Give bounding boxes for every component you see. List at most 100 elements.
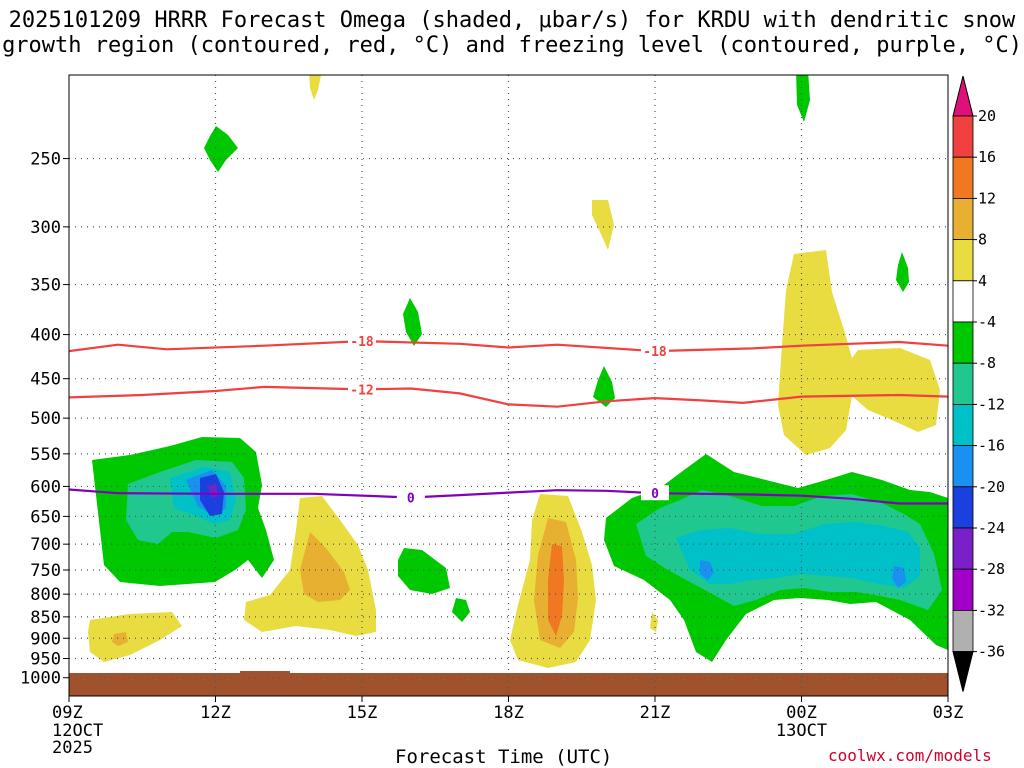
y-tick-label: 750 — [30, 561, 61, 581]
y-tick-label: 250 — [30, 150, 61, 170]
y-tick-label: 850 — [30, 608, 61, 628]
contour-label-bg — [641, 343, 669, 359]
x-tick-label: 21Z — [640, 703, 671, 723]
omega-blob-yellow-lowleft — [88, 612, 182, 662]
ground-surface — [69, 673, 948, 696]
contour-label-dgz_minus18: -18 — [643, 345, 667, 360]
x-tick-date-label: 13OCT — [776, 721, 827, 741]
omega-blob-top-yellow-14z — [309, 75, 321, 100]
omega-blob-green-250 — [204, 126, 238, 172]
y-tick-label: 800 — [30, 585, 61, 605]
contour-label-bg — [348, 381, 376, 397]
colorbar-swatch — [952, 362, 974, 405]
y-tick-label: 650 — [30, 507, 61, 527]
colorbar-swatch — [952, 486, 974, 529]
x-tick-label: 18Z — [493, 703, 524, 723]
omega-blob-orange-lowleft — [112, 632, 128, 646]
colorbar: 20 16 12 8 4 -4 -8 -12 -16 -20 -24 -28 -32 -36 — [952, 75, 1005, 692]
omega-blob-orange-14z — [300, 532, 350, 602]
omega-shading — [69, 75, 948, 696]
colorbar-label: -28 — [978, 560, 1005, 578]
colorbar-swatch — [952, 239, 974, 282]
omega-blob-green-350 — [896, 252, 909, 292]
chart-title: 2025101209 HRRR Forecast Omega (shaded, … — [0, 8, 1024, 58]
colorbar-top-arrow — [952, 75, 974, 117]
colorbar-label: 12 — [978, 189, 996, 207]
contour-line-dgz_minus18 — [68, 339, 949, 353]
colorbar-swatch — [952, 568, 974, 611]
colorbar-swatch — [952, 321, 974, 364]
contour-line-dgz_minus12 — [68, 385, 949, 408]
y-tick-label: 400 — [30, 326, 61, 346]
y-tick-label: 550 — [30, 445, 61, 465]
omega-blob-yellow-upper-00z — [778, 250, 940, 455]
grid — [69, 75, 948, 696]
contour-label-bg — [641, 485, 669, 501]
contour-label-freezing_level_0C: 0 — [407, 491, 415, 506]
contour-label-freezing_level_0C: 0 — [651, 487, 659, 502]
colorbar-label: -24 — [978, 519, 1005, 537]
y-tick-label: 1000 — [20, 669, 61, 689]
colorbar-swatch — [952, 197, 974, 240]
y-tick-label: 900 — [30, 629, 61, 649]
colorbar-swatch — [952, 527, 974, 570]
contour-label-dgz_minus18: -18 — [350, 335, 374, 350]
colorbar-label: -16 — [978, 437, 1005, 455]
contour-label-bg — [348, 333, 376, 349]
x-tick-label: 12Z — [200, 703, 231, 723]
contour-label-bg — [396, 489, 425, 505]
y-tick-label: 350 — [30, 276, 61, 296]
contour-label-dgz_minus12: -12 — [350, 383, 373, 398]
colorbar-label: -8 — [978, 354, 996, 372]
colorbar-label: 20 — [978, 107, 996, 125]
omega-blob-cyan-right — [676, 522, 920, 588]
x-tick-label: 09Z — [52, 703, 83, 723]
colorbar-label: -4 — [978, 313, 996, 331]
omega-blob-blue-right-2 — [892, 566, 906, 588]
y-tick-label: 600 — [30, 477, 61, 497]
colorbar-swatch — [952, 115, 974, 158]
credit-link[interactable]: coolwx.com/models — [828, 746, 992, 765]
contours: -18 -18 -12 0 0 — [68, 333, 949, 506]
y-tick-label: 300 — [30, 218, 61, 238]
omega-blob-green-400 — [403, 298, 422, 346]
colorbar-label: -36 — [978, 643, 1005, 661]
colorbar-swatch — [952, 445, 974, 488]
colorbar-swatch — [952, 280, 974, 323]
x-tick-date-label: 12OCT — [52, 721, 103, 741]
omega-blob-yellow-300 — [592, 200, 614, 250]
ground-surface-bump — [240, 671, 290, 675]
x-axis-label: Forecast Time (UTC) — [395, 746, 613, 768]
contour-line-freezing_level_0C — [68, 488, 948, 505]
x-tick-label: 00Z — [786, 703, 817, 723]
y-tick-label: 500 — [30, 409, 61, 429]
colorbar-bottom-arrow — [952, 651, 974, 692]
omega-blob-green-17z — [452, 598, 470, 622]
y-tick-label: 450 — [30, 370, 61, 390]
chart-title-line-2: growth region (contoured, red, °C) and f… — [2, 33, 1022, 58]
colorbar-label: -20 — [978, 478, 1005, 496]
omega-blob-green-16z — [398, 548, 450, 594]
y-axis: 2503003504004505005506006507007508008509… — [20, 150, 69, 689]
colorbar-swatch — [952, 610, 974, 653]
x-tick-label: 15Z — [347, 703, 378, 723]
omega-blob-small-yellow-21z — [650, 612, 658, 632]
colorbar-label: 8 — [978, 231, 987, 249]
omega-blob-green-480 — [593, 366, 615, 407]
colorbar-label: -12 — [978, 395, 1005, 413]
omega-blob-red-19z — [548, 544, 564, 636]
x-tick-year-label: 2025 — [52, 738, 93, 758]
y-tick-label: 950 — [30, 650, 61, 670]
chart-title-line-1: 2025101209 HRRR Forecast Omega (shaded, … — [8, 8, 1016, 33]
colorbar-swatch — [952, 156, 974, 199]
omega-blob-blue-right-1 — [700, 560, 714, 580]
colorbar-label: -32 — [978, 601, 1005, 619]
y-tick-label: 700 — [30, 535, 61, 555]
colorbar-label: 4 — [978, 272, 987, 290]
x-tick-label: 03Z — [933, 703, 964, 723]
colorbar-swatch — [952, 403, 974, 446]
omega-blob-top-green-00z — [796, 75, 810, 122]
colorbar-label: 16 — [978, 148, 996, 166]
